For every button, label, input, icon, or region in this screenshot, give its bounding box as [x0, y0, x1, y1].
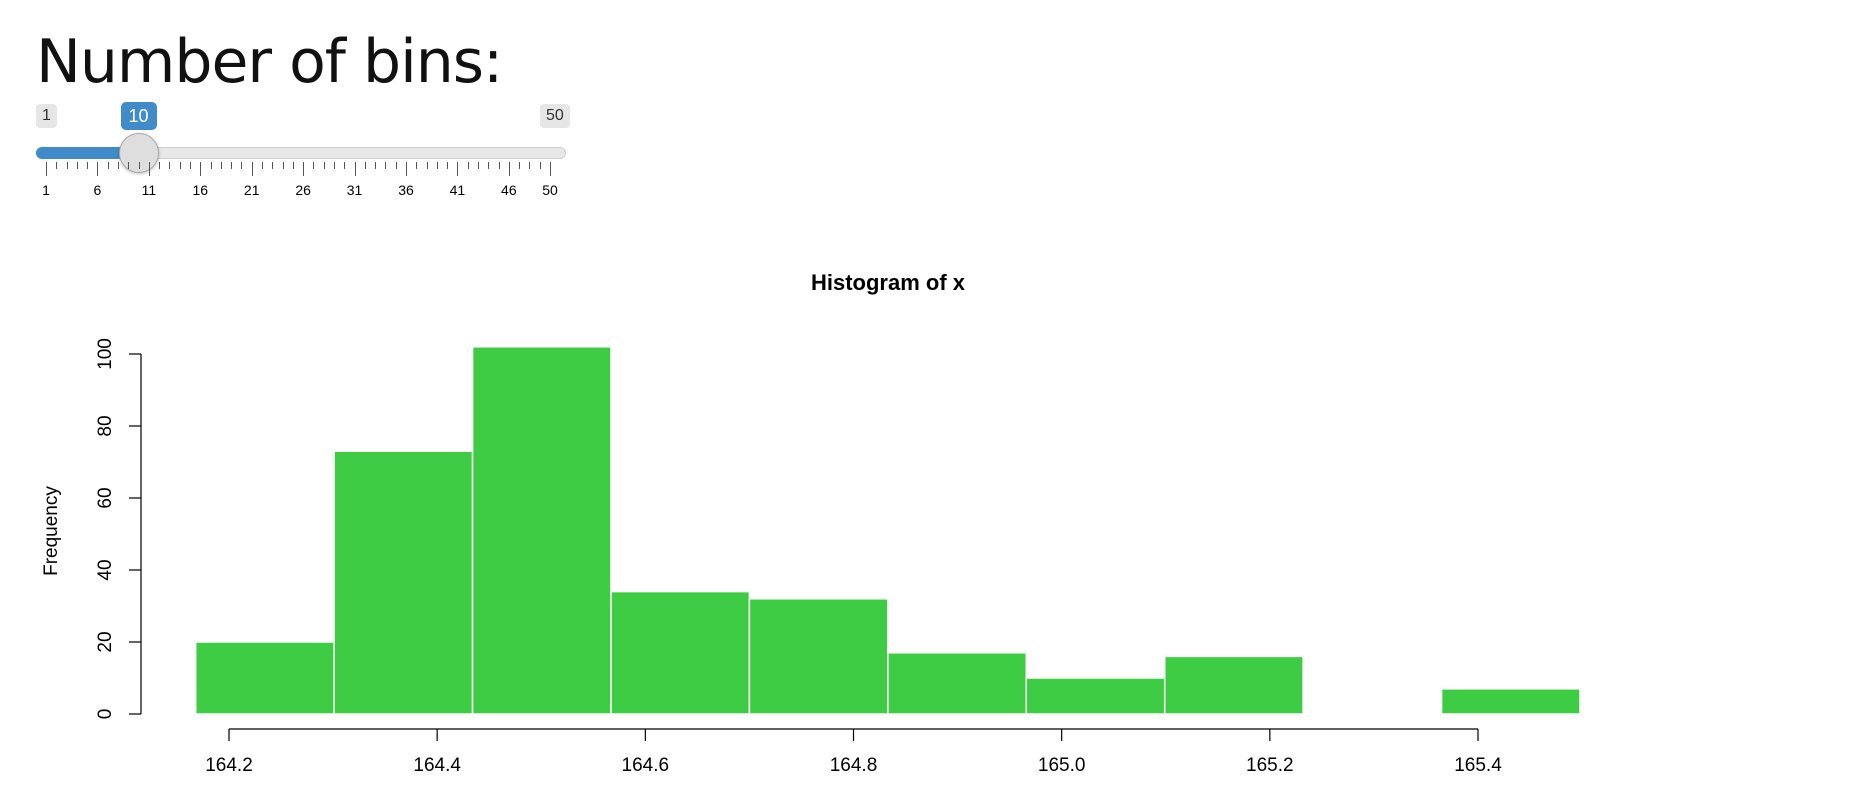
- slider-tick-label: 11: [141, 182, 157, 198]
- slider-minor-tick: [375, 162, 377, 169]
- bins-input-label: Number of bins:: [36, 27, 503, 97]
- x-tick-label: 164.2: [205, 755, 253, 776]
- slider-minor-tick: [262, 162, 263, 169]
- x-tick-label: 164.4: [413, 755, 461, 776]
- slider-tick-label: 46: [501, 182, 517, 198]
- slider-minor-tick: [128, 162, 130, 169]
- y-tick-label: 60: [95, 487, 116, 508]
- x-tick-label: 164.6: [622, 755, 670, 776]
- slider-major-tick: [200, 162, 202, 176]
- slider-minor-tick: [107, 162, 109, 169]
- y-tick-label: 40: [95, 559, 116, 580]
- histogram-bar: [887, 652, 1028, 715]
- slider-min-label: 1: [36, 104, 57, 128]
- slider-tick-label: 21: [243, 182, 260, 198]
- y-tick-label: 0: [95, 709, 116, 720]
- histogram-bar: [333, 450, 474, 715]
- slider-minor-tick: [87, 162, 89, 169]
- slider-minor-tick: [210, 162, 212, 169]
- y-tick-label: 80: [95, 415, 116, 436]
- slider-minor-tick: [138, 162, 140, 169]
- slider-minor-tick: [231, 162, 233, 169]
- slider-major-tick: [406, 162, 407, 176]
- slider-major-tick: [354, 162, 356, 176]
- slider-tick-label: 31: [346, 182, 363, 198]
- histogram-chart: Histogram of x Frequency 0 20 40 60 80 100 16…: [41, 270, 1581, 776]
- slider-minor-tick: [292, 162, 294, 169]
- slider-tick-label: 50: [542, 182, 558, 198]
- slider-value-bubble: 10: [120, 102, 157, 130]
- slider-major-tick: [508, 162, 510, 176]
- slider-major-tick: [251, 162, 253, 176]
- slider-tick-label: 36: [398, 182, 414, 198]
- slider-minor-tick: [426, 162, 428, 169]
- chart-title: Histogram of x: [811, 270, 966, 295]
- slider-minor-tick: [313, 162, 315, 169]
- slider-tick-label: 16: [192, 182, 209, 198]
- slider-minor-tick: [220, 162, 222, 169]
- slider-minor-tick: [467, 162, 469, 169]
- slider-minor-tick: [364, 162, 366, 169]
- slider-minor-tick: [118, 162, 119, 169]
- slider-minor-tick: [519, 162, 521, 169]
- slider-minor-tick: [323, 162, 325, 169]
- slider-minor-tick: [179, 162, 181, 169]
- x-tick-label: 165.2: [1246, 755, 1294, 776]
- slider-fill-bar: [36, 147, 139, 159]
- histogram-bar: [1025, 677, 1166, 715]
- x-tick-label: 164.8: [830, 755, 878, 776]
- slider-major-tick: [550, 162, 551, 176]
- x-tick-label: 165.0: [1038, 755, 1086, 776]
- slider-major-tick: [97, 162, 99, 176]
- y-tick-label: 20: [95, 631, 116, 652]
- slider-minor-tick: [241, 162, 243, 169]
- bins-slider[interactable]: 1 50 10 1 6 11 16 21 26 31 36 41 46 50: [30, 100, 582, 200]
- slider-minor-tick: [436, 162, 438, 169]
- slider-minor-tick: [282, 162, 284, 169]
- slider-minor-tick: [539, 162, 541, 169]
- slider-minor-tick: [529, 162, 531, 169]
- y-tick-label: 100: [95, 338, 116, 370]
- histogram-bar: [194, 641, 335, 715]
- slider-tick-label: 1: [42, 182, 50, 198]
- slider-tick-label: 41: [449, 182, 466, 198]
- slider-minor-tick: [416, 162, 418, 169]
- slider-minor-tick: [76, 162, 78, 169]
- slider-minor-tick: [56, 162, 58, 169]
- slider-minor-tick: [190, 162, 191, 169]
- x-axis: 164.2 164.4 164.6 164.8 165.0 165.2 165.4: [205, 728, 1502, 776]
- slider-major-tick: [148, 162, 150, 176]
- slider-minor-tick: [159, 162, 161, 169]
- slider-minor-tick: [385, 162, 387, 169]
- histogram-bar: [748, 598, 889, 715]
- slider-major-tick: [303, 162, 305, 176]
- slider-minor-tick: [478, 162, 479, 169]
- histogram-bar: [610, 590, 751, 715]
- slider-tick-label: 26: [295, 182, 311, 198]
- slider-minor-tick: [66, 162, 68, 169]
- slider-minor-tick: [447, 162, 449, 169]
- histogram-bar: [471, 346, 612, 715]
- histogram-bar: [1163, 655, 1304, 715]
- slider-minor-tick: [488, 162, 490, 169]
- histogram-bar: [1440, 688, 1581, 715]
- slider-max-label: 50: [540, 104, 570, 128]
- x-tick-label: 165.4: [1454, 755, 1502, 776]
- slider-minor-tick: [272, 162, 274, 169]
- slider-major-tick: [457, 162, 459, 176]
- slider-minor-tick: [169, 162, 171, 169]
- y-axis: 0 20 40 60 80 100: [95, 338, 142, 720]
- slider-tick-label: 6: [93, 182, 102, 198]
- histogram-bars: [194, 346, 1581, 715]
- slider-minor-tick: [334, 162, 335, 169]
- slider-minor-tick: [344, 162, 346, 169]
- slider-major-tick: [46, 162, 47, 176]
- slider-minor-tick: [498, 162, 500, 169]
- y-axis-label: Frequency: [41, 486, 62, 576]
- slider-minor-tick: [395, 162, 397, 169]
